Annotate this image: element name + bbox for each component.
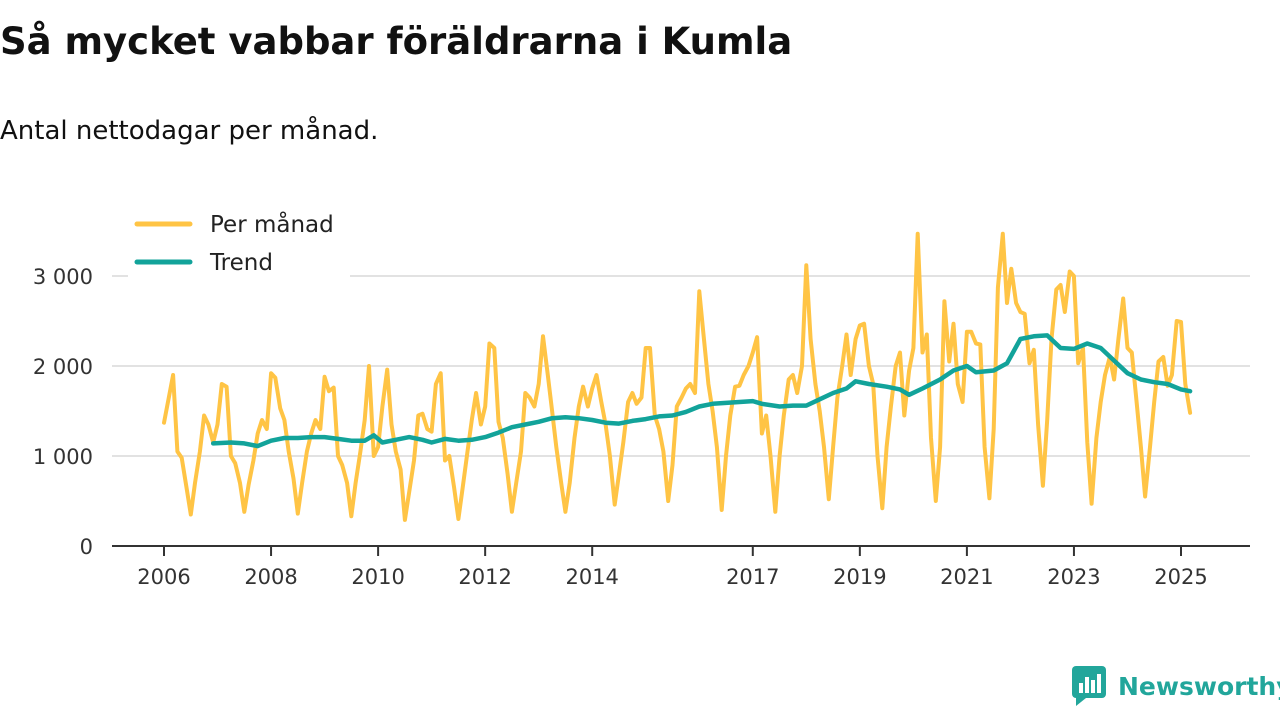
legend-background — [128, 208, 350, 278]
x-tick-label: 2021 — [940, 565, 993, 589]
brand: Newsworthy — [1072, 666, 1280, 706]
x-tick-label: 2012 — [458, 565, 511, 589]
x-tick-label: 2006 — [137, 565, 190, 589]
x-tick-label: 2017 — [726, 565, 779, 589]
series-trend-line — [210, 333, 1193, 449]
series-per-manad-line — [162, 231, 1193, 522]
x-tick-label: 2025 — [1154, 565, 1207, 589]
legend-label-per-manad: Per månad — [210, 210, 334, 238]
gridlines — [112, 275, 1250, 457]
series-lines — [162, 231, 1193, 522]
legend: Per månad Trend — [128, 208, 350, 278]
line-chart: 0 1 000 2 000 3 000 2006 2008 2010 2012 2014 201… — [33, 208, 1250, 589]
brand-name: Newsworthy — [1118, 671, 1280, 701]
legend-label-trend: Trend — [209, 250, 273, 276]
y-tick-label: 2 000 — [33, 355, 93, 379]
y-tick-label: 3 000 — [33, 265, 93, 289]
y-tick-label: 1 000 — [33, 445, 93, 469]
x-tick-label: 2014 — [565, 565, 618, 589]
x-tick-label: 2019 — [833, 565, 886, 589]
y-axis-tick-labels: 0 1 000 2 000 3 000 — [33, 265, 93, 559]
x-tick-label: 2010 — [351, 565, 404, 589]
x-tick-label: 2008 — [244, 565, 297, 589]
chart-subtitle: Antal nettodagar per månad. — [0, 116, 379, 146]
x-tick-label: 2023 — [1047, 565, 1100, 589]
y-tick-label: 0 — [80, 535, 93, 559]
newsworthy-logo-icon — [1072, 666, 1106, 706]
chart-title: Så mycket vabbar föräldrarna i Kumla — [0, 20, 793, 63]
x-axis: 2006 2008 2010 2012 2014 2017 2019 2021 2023 2025 — [112, 545, 1250, 589]
